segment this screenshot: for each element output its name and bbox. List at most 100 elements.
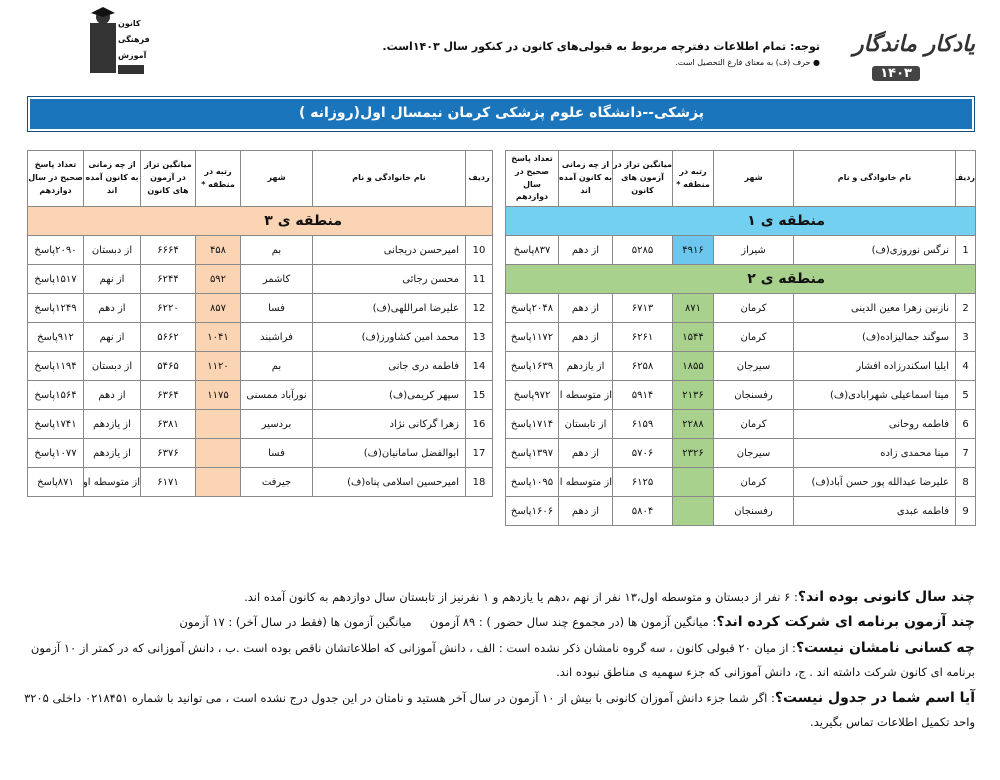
city: بردسیر — [240, 409, 313, 439]
row-number: 10 — [465, 235, 493, 265]
correct-answers: ۹۱۲پاسخ — [27, 322, 84, 352]
brand-name: یادکار ماندگار — [852, 32, 975, 57]
rank: ۱۰۴۱ — [195, 322, 241, 352]
name: امیرحسین اسلامی پناه(ف) — [312, 467, 466, 497]
joined-since: از نهم — [83, 264, 141, 294]
row-number: 8 — [955, 467, 976, 497]
average-score: ۶۳۶۴ — [140, 380, 196, 410]
average-score: ۵۲۸۵ — [612, 235, 673, 265]
section-row: منطقه ی ۲ — [505, 264, 976, 294]
rank: ۱۸۵۵ — [672, 351, 714, 381]
city: کاشمر — [240, 264, 313, 294]
city: کرمان — [713, 293, 794, 323]
column-header: شهر — [240, 150, 313, 207]
name: ایلیا اسکندرزاده افشار — [793, 351, 956, 381]
header-row: ردیف نام خانوادگی و نام شهر رتبه در منطقه *… — [27, 150, 493, 207]
name: مینا اسماعیلی شهرابادی(ف) — [793, 380, 956, 410]
data-row: 18 امیرحسین اسلامی پناه(ف) جیرفت ۶۱۷۱ از متو… — [27, 467, 493, 497]
average-score: ۶۱۵۹ — [612, 409, 673, 439]
row-number: 1 — [955, 235, 976, 265]
name: ابوالفضل سامانیان(ف) — [312, 438, 466, 468]
average-score: ۶۱۲۵ — [612, 467, 673, 497]
city: رفسنجان — [713, 496, 794, 526]
row-number: 7 — [955, 438, 976, 468]
city: سیرجان — [713, 438, 794, 468]
rank: ۱۱۷۵ — [195, 380, 241, 410]
average-score: ۶۳۸۱ — [140, 409, 196, 439]
data-row: 9 فاطمه عبدی رفسنجان ۵۸۰۴ از دهم ۱۶۰۶پاسخ — [505, 496, 976, 526]
column-header: از چه زمانی به کانون آمده اند — [83, 150, 141, 207]
name: زهرا گرکانی نژاد — [312, 409, 466, 439]
column-header: رتبه در منطقه * — [195, 150, 241, 207]
correct-answers: ۱۷۱۴پاسخ — [505, 409, 559, 439]
joined-since: از نهم — [83, 322, 141, 352]
average-score: ۶۷۱۳ — [612, 293, 673, 323]
average-score: ۵۹۱۴ — [612, 380, 673, 410]
title-bar: پزشکی--دانشگاه علوم پزشکی کرمان نیمسال ا… — [27, 96, 975, 132]
correct-answers: ۱۱۷۲پاسخ — [505, 322, 559, 352]
footer-answer: : میانگین آزمون ها (در مجموع چند سال حضو… — [179, 615, 717, 629]
footer-question: چند سال کانونی بوده اند؟ — [797, 589, 975, 605]
footer-question: چند آزمون برنامه ای شرکت کرده اند؟ — [716, 614, 975, 630]
name: امیرحسن دریجانی — [312, 235, 466, 265]
correct-answers: ۱۰۹۵پاسخ — [505, 467, 559, 497]
name: سپهر کریمی(ف) — [312, 380, 466, 410]
column-header: نام خانوادگی و نام — [312, 150, 466, 207]
rank: ۵۹۲ — [195, 264, 241, 294]
footer-question: آیا اسم شما در جدول نیست؟ — [774, 690, 975, 706]
average-score: ۶۶۶۴ — [140, 235, 196, 265]
joined-since: از دهم — [83, 380, 141, 410]
rank: ۲۳۲۶ — [672, 438, 714, 468]
average-score: ۶۳۷۶ — [140, 438, 196, 468]
logo-line: آموزش — [118, 51, 147, 60]
row-number: 13 — [465, 322, 493, 352]
city: رفسنجان — [713, 380, 794, 410]
joined-since: از دهم — [558, 496, 613, 526]
name: علیرضا عبدالله پور حسن آباد(ف) — [793, 467, 956, 497]
section-row: منطقه ی ۳ — [27, 206, 493, 236]
rank: ۱۵۴۴ — [672, 322, 714, 352]
correct-answers: ۱۶۰۶پاسخ — [505, 496, 559, 526]
city: کرمان — [713, 409, 794, 439]
name: مینا محمدی زاده — [793, 438, 956, 468]
logo-figure — [90, 7, 144, 74]
data-row: 4 ایلیا اسکندرزاده افشار سیرجان ۱۸۵۵ ۶۲۵۸ از … — [505, 351, 976, 381]
region-table: ردیف نام خانوادگی و نام شهر رتبه در منطقه *… — [27, 150, 493, 497]
city: کرمان — [713, 322, 794, 352]
joined-since: از متوسطه اول — [83, 467, 141, 497]
section-label: منطقه ی ۱ — [505, 206, 976, 236]
average-score: ۵۶۶۲ — [140, 322, 196, 352]
rank — [195, 467, 241, 497]
brand-logo: یادکار ماندگار ۱۴۰۳ — [835, 30, 975, 90]
column-header: میانگین تراز در آزمون های کانون — [612, 150, 673, 207]
joined-since: از دهم — [558, 235, 613, 265]
kanoon-logo: کانون فرهنگی آموزش — [88, 5, 150, 75]
data-row: 12 علیرضا امراللهی(ف) فسا ۸۵۷ ۶۲۲۰ از دهم ۱۲۴۹… — [27, 293, 493, 323]
section-label: منطقه ی ۳ — [27, 206, 493, 236]
correct-answers: ۲۰۴۸پاسخ — [505, 293, 559, 323]
rank: ۱۱۲۰ — [195, 351, 241, 381]
section-row: منطقه ی ۱ — [505, 206, 976, 236]
correct-answers: ۸۷۱پاسخ — [27, 467, 84, 497]
average-score: ۶۱۷۱ — [140, 467, 196, 497]
column-header: نام خانوادگی و نام — [793, 150, 956, 207]
brand-year: ۱۴۰۳ — [872, 66, 920, 81]
data-row: 8 علیرضا عبدالله پور حسن آباد(ف) کرمان ۶۱۲۵… — [505, 467, 976, 497]
column-header: تعداد پاسخ صحیح در سال دوازدهم — [505, 150, 559, 207]
row-number: 5 — [955, 380, 976, 410]
city: سیرجان — [713, 351, 794, 381]
data-row: 10 امیرحسن دریجانی بم ۴۵۸ ۶۶۶۴ از دبستان ۲۰۹۰پ… — [27, 235, 493, 265]
average-score: ۶۲۴۴ — [140, 264, 196, 294]
city: بم — [240, 235, 313, 265]
city: فسا — [240, 438, 313, 468]
column-header: از چه زمانی به کانون آمده اند — [558, 150, 613, 207]
column-header: شهر — [713, 150, 794, 207]
notice: توجه: تمام اطلاعات دفترچه مربوط به قبولی… — [382, 40, 820, 53]
joined-since: از یازدهم — [558, 351, 613, 381]
section-label: منطقه ی ۲ — [505, 264, 976, 294]
city: کرمان — [713, 467, 794, 497]
correct-answers: ۱۱۹۴پاسخ — [27, 351, 84, 381]
data-row: 14 فاطمه دری جانی بم ۱۱۲۰ ۵۴۶۵ از دبستان ۱۱۹۴پ… — [27, 351, 493, 381]
correct-answers: ۱۵۶۴پاسخ — [27, 380, 84, 410]
rank: ۲۲۸۸ — [672, 409, 714, 439]
